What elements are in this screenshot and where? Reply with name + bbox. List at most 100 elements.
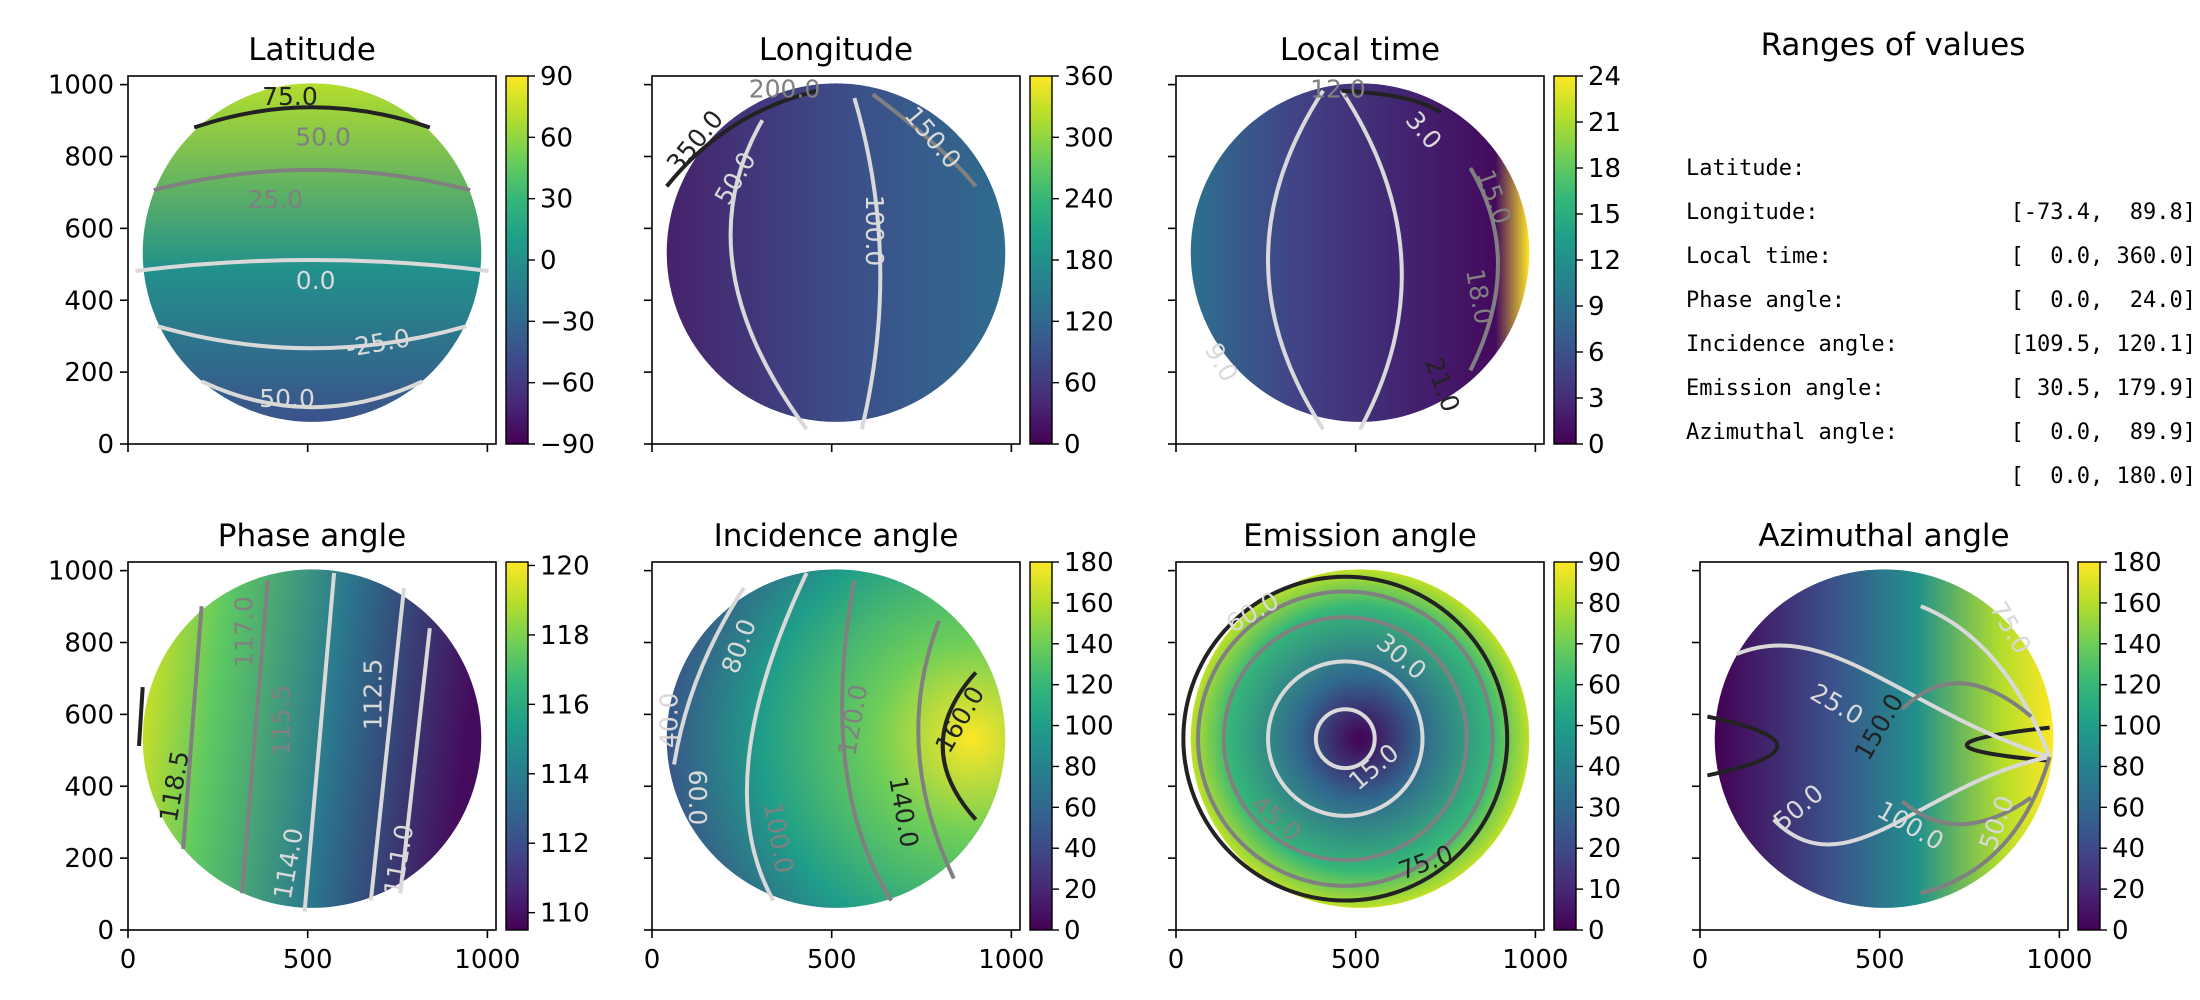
- y-tick-label: 800: [64, 629, 114, 659]
- range-value: [ 30.5, 179.9]: [2010, 376, 2196, 401]
- range-row-local-time: Local time: [ 0.0, 24.0]: [1686, 191, 2196, 313]
- contour-label: 40.0: [654, 692, 683, 748]
- range-row-incidence-angle: Incidence angle: [ 30.5, 179.9]: [1686, 279, 2196, 401]
- contour-label: 117.0: [230, 596, 259, 668]
- contour-line: [302, 572, 337, 912]
- colorbar-tick-label: 120: [540, 551, 590, 581]
- contour-line: [852, 97, 883, 430]
- panel-title: Latitude: [248, 32, 376, 68]
- colorbar-tick-label: 60: [1588, 671, 1621, 701]
- range-label: Phase angle:: [1686, 288, 1845, 313]
- contour-line: [1772, 755, 2050, 847]
- colorbar-tick-label: 10: [1588, 875, 1621, 905]
- range-row-phase-angle: Phase angle: [109.5, 120.1]: [1686, 235, 2196, 357]
- colorbar-tick-label: 100: [1064, 712, 1114, 742]
- colorbar-tick-label: 120: [2112, 671, 2162, 701]
- y-tick-label: 1000: [48, 557, 114, 587]
- contour-label: 60.0: [683, 770, 712, 826]
- axes-frame: [1175, 75, 1545, 445]
- colorbar-tick-label: 9: [1588, 292, 1605, 322]
- y-tick-label: 200: [64, 844, 114, 874]
- contour-line: [135, 258, 489, 273]
- colorbar-tick-label: 80: [2112, 752, 2145, 782]
- colorbar: [505, 75, 529, 445]
- colorbar-tick-label: 20: [2112, 875, 2145, 905]
- range-value: [ 0.0, 360.0]: [2010, 244, 2196, 269]
- colorbar-tick-label: −60: [540, 369, 595, 399]
- data-disc: [142, 83, 482, 422]
- colorbar-tick-label: 21: [1588, 108, 1621, 138]
- colorbar-tick-label: 80: [1064, 752, 1097, 782]
- x-tick-label: 0: [1168, 945, 1185, 975]
- colorbar-tick-label: 180: [1064, 548, 1114, 578]
- contour-line: [1339, 89, 1404, 431]
- colorbar-tick-label: 24: [1588, 62, 1621, 92]
- colorbar-tick-label: 160: [1064, 589, 1114, 619]
- x-tick-label: 1000: [2026, 945, 2092, 975]
- panel-title: Longitude: [759, 32, 913, 68]
- colorbar-tick-label: 60: [540, 123, 573, 153]
- colorbar-tick-label: 180: [2112, 548, 2162, 578]
- contour-line: [1266, 659, 1425, 818]
- colorbar-tick-label: 60: [1064, 793, 1097, 823]
- range-row-longitude: Longitude: [ 0.0, 360.0]: [1686, 147, 2196, 269]
- contour-line: [1468, 166, 1500, 372]
- contour-line: [368, 587, 406, 901]
- panel-title: Phase angle: [218, 518, 406, 554]
- colorbar-tick-label: 140: [1064, 630, 1114, 660]
- colorbar-tick-label: 140: [2112, 630, 2162, 660]
- contour-line: [240, 580, 270, 894]
- y-tick-label: 600: [64, 700, 114, 730]
- panel-title: Emission angle: [1243, 518, 1477, 554]
- contour-label: 200.0: [749, 75, 821, 104]
- colorbar-tick-label: 0: [2112, 916, 2129, 946]
- colorbar-tick-label: 0: [1064, 916, 1081, 946]
- range-row-emission-angle: Emission angle: [ 0.0, 89.9]: [1686, 323, 2196, 445]
- range-row-azimuthal-angle: Azimuthal angle: [ 0.0, 180.0]: [1686, 367, 2196, 489]
- colorbar-tick-label: 160: [2112, 589, 2162, 619]
- colorbar-tick-label: 300: [1064, 123, 1114, 153]
- contour-line: [181, 606, 204, 850]
- colorbar-tick-label: 0: [1064, 430, 1081, 460]
- contour-label: 12.0: [1310, 75, 1366, 104]
- contour-label: -50.0: [250, 384, 315, 413]
- range-label: Emission angle:: [1686, 376, 1885, 401]
- colorbar-tick-label: −30: [540, 307, 595, 337]
- contour-label: 112.5: [359, 659, 388, 731]
- colorbar-tick-label: 80: [1588, 589, 1621, 619]
- data-disc: [1190, 83, 1530, 422]
- data-disc: [666, 569, 1006, 908]
- contour-line: [193, 105, 431, 130]
- contour-line: [840, 580, 893, 902]
- colorbar-tick-label: 20: [1064, 875, 1097, 905]
- colorbar-tick-label: 114: [540, 760, 590, 790]
- axes-frame: [127, 561, 497, 931]
- colorbar-tick-label: 60: [1064, 369, 1097, 399]
- contour-line: [1341, 88, 1443, 115]
- colorbar: [1553, 561, 1577, 931]
- colorbar-tick-label: 30: [1588, 793, 1621, 823]
- axes-frame: [127, 75, 497, 445]
- range-row-latitude: Latitude: [-73.4, 89.8]: [1686, 103, 2196, 225]
- colorbar-tick-label: 20: [1588, 834, 1621, 864]
- range-label: Latitude:: [1686, 156, 1806, 181]
- contour-line: [1900, 681, 2033, 719]
- colorbar-tick-label: 360: [1064, 62, 1114, 92]
- y-tick-label: 400: [64, 286, 114, 316]
- contour-line: [665, 88, 819, 188]
- x-tick-label: 500: [1331, 945, 1381, 975]
- y-tick-label: 0: [97, 430, 114, 460]
- colorbar-tick-label: 3: [1588, 384, 1605, 414]
- y-tick-label: 400: [64, 772, 114, 802]
- range-value: [ 0.0, 24.0]: [2010, 288, 2196, 313]
- x-tick-label: 500: [807, 945, 857, 975]
- x-tick-label: 1000: [978, 945, 1044, 975]
- colorbar-tick-label: 50: [1588, 712, 1621, 742]
- x-tick-label: 0: [120, 945, 137, 975]
- range-value: [ 0.0, 180.0]: [2010, 464, 2196, 489]
- colorbar-tick-label: 110: [540, 899, 590, 929]
